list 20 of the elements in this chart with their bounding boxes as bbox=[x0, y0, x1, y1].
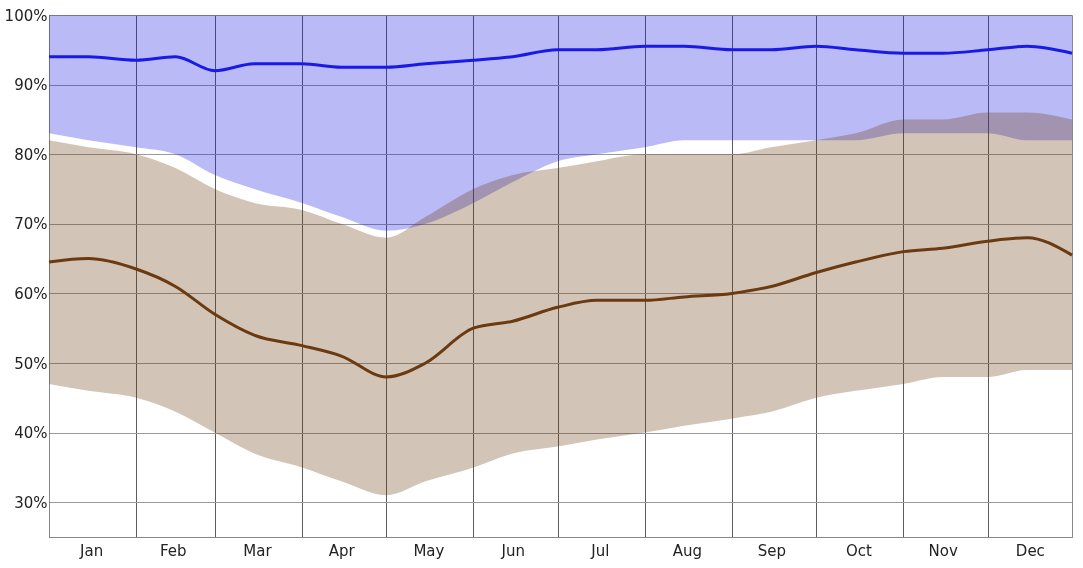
x-tick-label: Apr bbox=[328, 541, 356, 560]
x-tick-label: Dec bbox=[1015, 541, 1045, 560]
x-tick-label: May bbox=[413, 541, 445, 560]
y-tick-label: 40% bbox=[14, 424, 48, 443]
x-tick-label: Jan bbox=[79, 541, 104, 560]
y-tick-label: 60% bbox=[14, 284, 48, 303]
y-tick-label: 70% bbox=[14, 215, 48, 234]
x-tick-label: Nov bbox=[928, 541, 958, 560]
x-tick-label: Oct bbox=[845, 541, 872, 560]
x-tick-label: Mar bbox=[243, 541, 273, 560]
x-tick-label: Sep bbox=[757, 541, 786, 560]
y-tick-label: 50% bbox=[14, 354, 48, 373]
x-tick-label: Feb bbox=[159, 541, 187, 560]
y-tick-label: 90% bbox=[14, 76, 48, 95]
y-tick-label: 100% bbox=[4, 6, 48, 25]
y-tick-label: 30% bbox=[14, 493, 48, 512]
y-tick-label: 80% bbox=[14, 145, 48, 164]
x-tick-label: Jun bbox=[500, 541, 525, 560]
x-tick-label: Jul bbox=[590, 541, 610, 560]
x-tick-label: Aug bbox=[672, 541, 703, 560]
